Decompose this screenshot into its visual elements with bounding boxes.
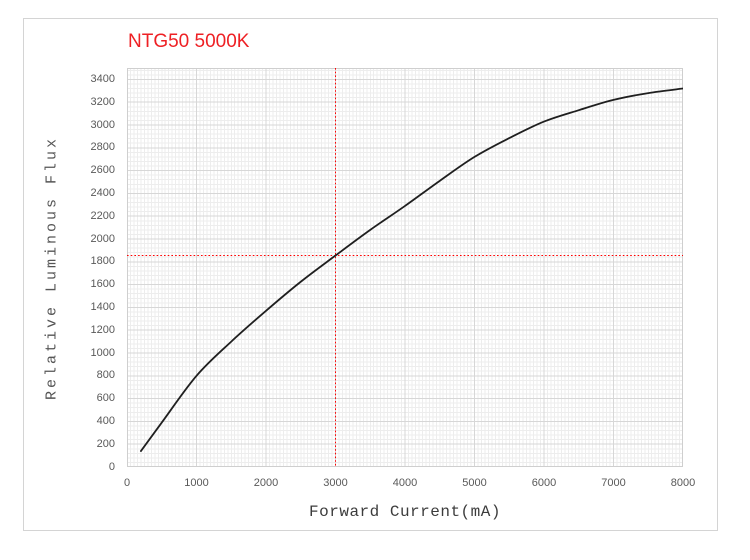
x-tick-label: 2000 — [253, 477, 279, 489]
x-tick-label: 7000 — [601, 477, 626, 489]
x-tick-label: 8000 — [670, 477, 696, 489]
y-tick-label: 400 — [96, 414, 115, 427]
y-tick-label: 1000 — [90, 346, 115, 359]
y-tick-label: 2000 — [90, 232, 115, 245]
y-tick-label: 1200 — [90, 323, 115, 336]
x-tick-label: 3000 — [323, 477, 348, 489]
chart-title: NTG50 5000K — [128, 31, 250, 52]
y-tick-label: 0 — [108, 460, 115, 473]
x-tick-label: 6000 — [531, 477, 557, 489]
y-tick-label: 1600 — [90, 278, 115, 291]
x-tick-label: 1000 — [184, 477, 209, 489]
y-tick-label: 2200 — [90, 209, 115, 222]
y-tick-label: 600 — [96, 392, 115, 405]
plot-area — [127, 68, 683, 467]
x-tick-label: 5000 — [462, 477, 487, 489]
y-tick-label: 2800 — [90, 141, 115, 154]
y-tick-label: 3200 — [90, 95, 115, 108]
y-tick-label: 1400 — [90, 300, 115, 313]
y-tick-label: 3400 — [90, 72, 115, 85]
y-tick-label: 200 — [96, 437, 115, 450]
chart-frame: NTG50 5000K Relative Luminous Flux 0 200 4… — [23, 18, 718, 531]
flux-curve — [140, 87, 683, 452]
y-tick-label: 800 — [96, 369, 115, 382]
y-tick-label: 1800 — [90, 255, 115, 268]
plot-border — [127, 68, 683, 467]
x-axis-title: Forward Current(mA) — [309, 503, 501, 521]
y-tick-label: 2400 — [90, 186, 115, 199]
x-tick-label: 0 — [123, 477, 131, 489]
y-tick-label: 2600 — [90, 164, 115, 177]
x-tick-label: 4000 — [392, 477, 418, 489]
y-tick-label: 3000 — [90, 118, 115, 131]
